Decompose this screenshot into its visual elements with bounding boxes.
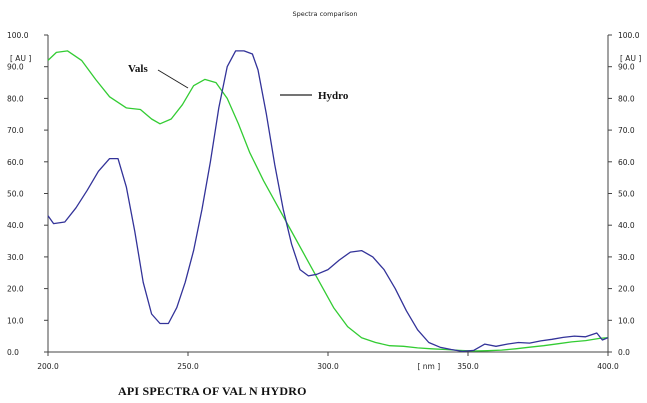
y-tick-label-right: 0.0	[618, 348, 630, 357]
axes	[44, 34, 612, 356]
legend-label-vals: Vals	[128, 63, 148, 75]
x-tick-label: 250.0	[177, 362, 199, 371]
series-line-vals	[47, 50, 609, 352]
y-tick-label-right: 90.0	[618, 63, 635, 72]
series-lines	[47, 50, 609, 353]
legend-annotations: Vals Hydro	[128, 63, 349, 102]
tick-labels: 0.0 0.0 10.0 10.0 20.0 20.0 30.0 30.0 40.0 40.0 50…	[7, 31, 641, 371]
y-tick-label-left: 20.0	[7, 285, 24, 294]
legend-label-hydro: Hydro	[318, 90, 349, 102]
y-tick-label-left: 80.0	[7, 94, 24, 103]
y-tick-label-left: 50.0	[7, 190, 24, 199]
leader-line-vals	[157, 69, 189, 89]
y-tick-label-left: 10.0	[7, 316, 24, 325]
x-tick-label: 300.0	[317, 362, 339, 371]
y-tick-label-right: 30.0	[618, 253, 635, 262]
y-tick-label-left: 60.0	[7, 158, 24, 167]
x-tick-label: 350.0	[457, 362, 479, 371]
y-tick-label-left: 90.0	[7, 63, 24, 72]
y-tick-label-right: 100.0	[618, 31, 640, 40]
y-tick-label-right: 20.0	[618, 285, 635, 294]
x-axis-label: [ nm ]	[417, 362, 440, 371]
y-tick-label-right: 10.0	[618, 316, 635, 325]
y-tick-label-left: 0.0	[7, 348, 19, 357]
y-tick-label-left: 70.0	[7, 126, 24, 135]
y-tick-label-left: 30.0	[7, 253, 24, 262]
y-tick-label-right: 80.0	[618, 94, 635, 103]
y-tick-label-left: 100.0	[7, 31, 29, 40]
y-tick-label-right: 70.0	[618, 126, 635, 135]
x-tick-label: 400.0	[597, 362, 619, 371]
series-line-hydro	[47, 50, 609, 353]
x-tick-label: 200.0	[37, 362, 59, 371]
figure-caption: API SPECTRA OF VAL N HYDRO	[118, 384, 307, 398]
y-tick-label-right: 50.0	[618, 190, 635, 199]
y-axis-label-right: [ AU ]	[620, 54, 641, 63]
y-tick-label-left: 40.0	[7, 221, 24, 230]
chart-title: Spectra comparison	[292, 10, 357, 18]
y-tick-label-right: 40.0	[618, 221, 635, 230]
y-tick-label-right: 60.0	[618, 158, 635, 167]
y-axis-label-left: [ AU ]	[10, 54, 31, 63]
